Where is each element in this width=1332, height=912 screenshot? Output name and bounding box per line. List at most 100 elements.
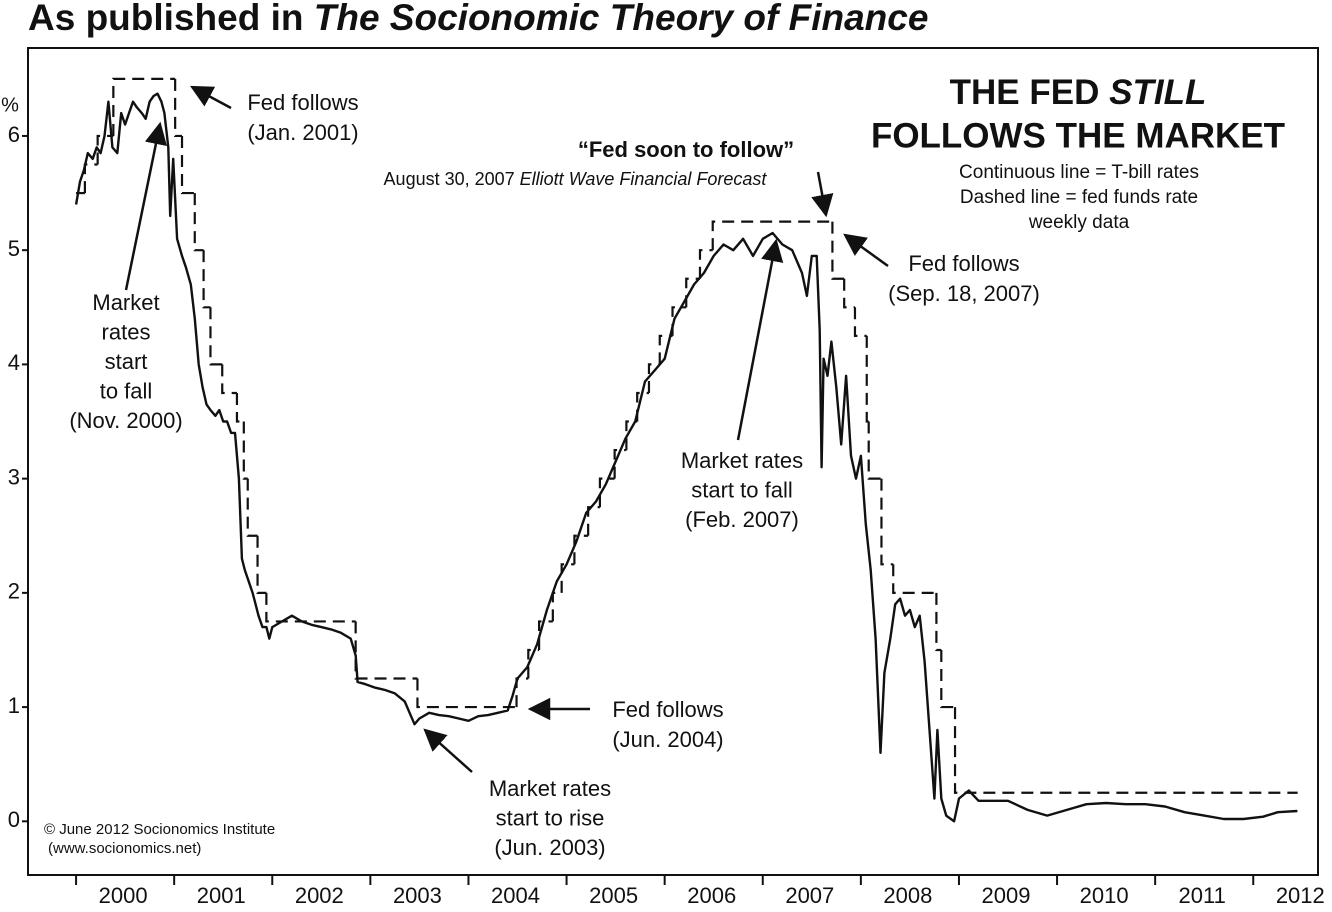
fed-funds-step: [246, 478, 258, 537]
note: weekly data: [1028, 212, 1130, 233]
y-tick-label: 5: [8, 236, 20, 261]
x-tick-label: 2003: [393, 883, 442, 908]
annotation: (Jun. 2003): [494, 835, 605, 860]
note: Dashed line = fed funds rate: [960, 187, 1198, 208]
arrow: [843, 233, 889, 268]
y-tick-label: 4: [8, 350, 20, 375]
fed-funds-step: [174, 78, 183, 138]
heading: FOLLOWS THE MARKET: [871, 116, 1285, 155]
annotation: to fall: [100, 378, 153, 403]
fed-funds-step: [598, 477, 615, 508]
title-part: As published in: [28, 0, 303, 38]
fed-funds-step: [416, 678, 517, 709]
y-tick-label: 3: [8, 464, 20, 489]
title-part: The Socionomic Theory of Finance: [314, 0, 929, 38]
annotation: August 30, 2007 Elliott Wave Financial F…: [384, 169, 768, 189]
annotation: rates: [102, 319, 151, 344]
annotation: (Jun. 2004): [612, 727, 723, 752]
annotation: Fed follows: [908, 251, 1019, 276]
fed-funds-step: [625, 420, 638, 451]
fed-funds-step: [711, 220, 833, 251]
heading-part: THE FED: [950, 73, 1100, 112]
fed-funds-step: [112, 77, 176, 136]
chart-title: As published in The Socionomic Theory of…: [28, 0, 928, 38]
fed-funds-step: [551, 591, 562, 622]
fed-funds-step: [242, 421, 248, 480]
fed-funds-step: [96, 134, 114, 165]
y-axis-label: %: [1, 94, 19, 116]
x-tick-label: 2007: [785, 883, 834, 908]
fed-funds-step: [573, 534, 589, 565]
arrow: [124, 121, 167, 291]
fed-funds-step: [843, 278, 855, 309]
fed-funds-step: [867, 421, 882, 480]
heading: THE FED STILL: [950, 73, 1207, 112]
fed-funds-step: [527, 648, 540, 679]
fed-funds-step: [658, 334, 673, 365]
annotation: Fed follows: [247, 90, 358, 115]
plot-frame: [27, 47, 1319, 876]
x-tick-label: 2004: [491, 883, 540, 908]
fed-funds-step: [853, 307, 867, 337]
y-tick-label: 0: [8, 807, 20, 832]
arrow: [190, 85, 232, 110]
fed-funds-step: [235, 392, 244, 423]
arrow: [811, 171, 834, 218]
x-tick-label: 2011: [1179, 883, 1226, 908]
annotation: start to rise: [496, 805, 605, 830]
x-tick-label: 2006: [687, 883, 736, 908]
annotation: (Nov. 2000): [69, 408, 182, 433]
fed-funds-step: [354, 621, 418, 680]
fed-funds-step: [636, 391, 649, 422]
credit: © June 2012 Socionomics Institute: [44, 821, 275, 838]
y-tick-label: 6: [8, 122, 20, 147]
fed-funds-step: [515, 677, 529, 708]
note: Continuous line = T-bill rates: [959, 162, 1199, 183]
fed-funds-step: [209, 307, 223, 366]
fed-funds-step: [953, 707, 1298, 794]
fed-funds-step: [880, 478, 894, 566]
annotation: start to fall: [691, 477, 792, 502]
x-tick-label: 2008: [883, 883, 932, 908]
fed-funds-step: [698, 249, 713, 279]
x-tick-label: 2005: [589, 883, 638, 908]
arrows: [124, 85, 889, 773]
x-tick-label: 2001: [197, 883, 246, 908]
annotation: (Sep. 18, 2007): [888, 281, 1040, 306]
annotation-part: Elliott Wave Financial Forecast: [520, 169, 768, 189]
fed-funds-step: [560, 563, 575, 593]
fed-funds-step: [831, 221, 845, 280]
fed-funds-step: [193, 193, 204, 252]
fed-funds-step: [892, 564, 937, 594]
credit: (www.socionomics.net): [48, 840, 201, 857]
fed-funds-step: [83, 163, 98, 194]
annotation: “Fed soon to follow”: [578, 137, 794, 162]
arrow: [423, 728, 473, 773]
annotation: start: [105, 349, 148, 374]
fed-funds-step: [265, 592, 356, 623]
y-tick-label: 1: [8, 693, 20, 718]
x-tick-label: 2009: [982, 883, 1031, 908]
heading-part: STILL: [1109, 73, 1206, 112]
annotation: Market rates: [681, 448, 803, 473]
annotation-part: August 30, 2007: [384, 169, 515, 189]
x-tick-label: 2000: [99, 883, 148, 908]
fed-funds-step: [202, 250, 211, 309]
fed-funds-step: [221, 364, 237, 395]
annotation: Fed follows: [612, 697, 723, 722]
arrow: [736, 238, 784, 441]
fed-funds-step: [256, 535, 267, 594]
annotation: (Jan. 2001): [247, 120, 358, 145]
fed-funds-step: [685, 277, 700, 308]
x-tick-label: 2012: [1276, 883, 1325, 908]
fed-funds-step: [940, 649, 956, 709]
fed-funds-step: [537, 620, 553, 650]
fed-funds-step: [613, 448, 627, 479]
fed-funds-step: [935, 592, 942, 652]
y-tick-label: 2: [8, 579, 20, 604]
fed-funds-step: [587, 506, 600, 536]
x-tick-label: 2002: [295, 883, 344, 908]
